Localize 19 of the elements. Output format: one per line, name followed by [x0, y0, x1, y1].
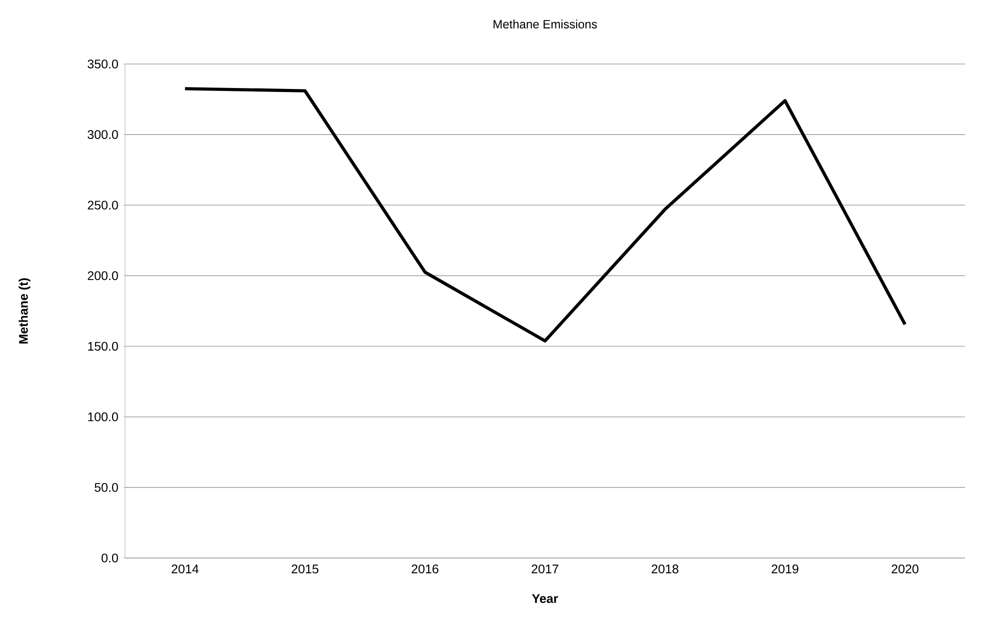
x-tick-label: 2018 [652, 564, 678, 574]
y-tick-label: 350.0 [88, 60, 118, 68]
y-tick-label: 100.0 [88, 412, 118, 422]
line-series [183, 87, 907, 343]
x-tick-label: 2020 [892, 564, 918, 574]
x-tick-label: 2016 [412, 564, 438, 574]
chart-title: Methane Emissions [494, 20, 597, 28]
x-tick-label: 2014 [172, 564, 199, 574]
x-tick-label: 2017 [532, 564, 558, 574]
x-axis-title: Year [532, 594, 558, 603]
x-tick-label: 2019 [772, 564, 798, 574]
y-tick-label: 250.0 [88, 200, 118, 210]
y-tick-label: 0.0 [102, 554, 118, 562]
y-tick-label: 300.0 [88, 130, 118, 139]
y-axis-title: Methane (t) [18, 278, 30, 344]
y-tick-label: 50.0 [94, 483, 118, 492]
y-tick-label: 200.0 [88, 271, 118, 280]
y-tick-label: 150.0 [88, 342, 118, 351]
x-tick-label: 2015 [292, 564, 318, 574]
